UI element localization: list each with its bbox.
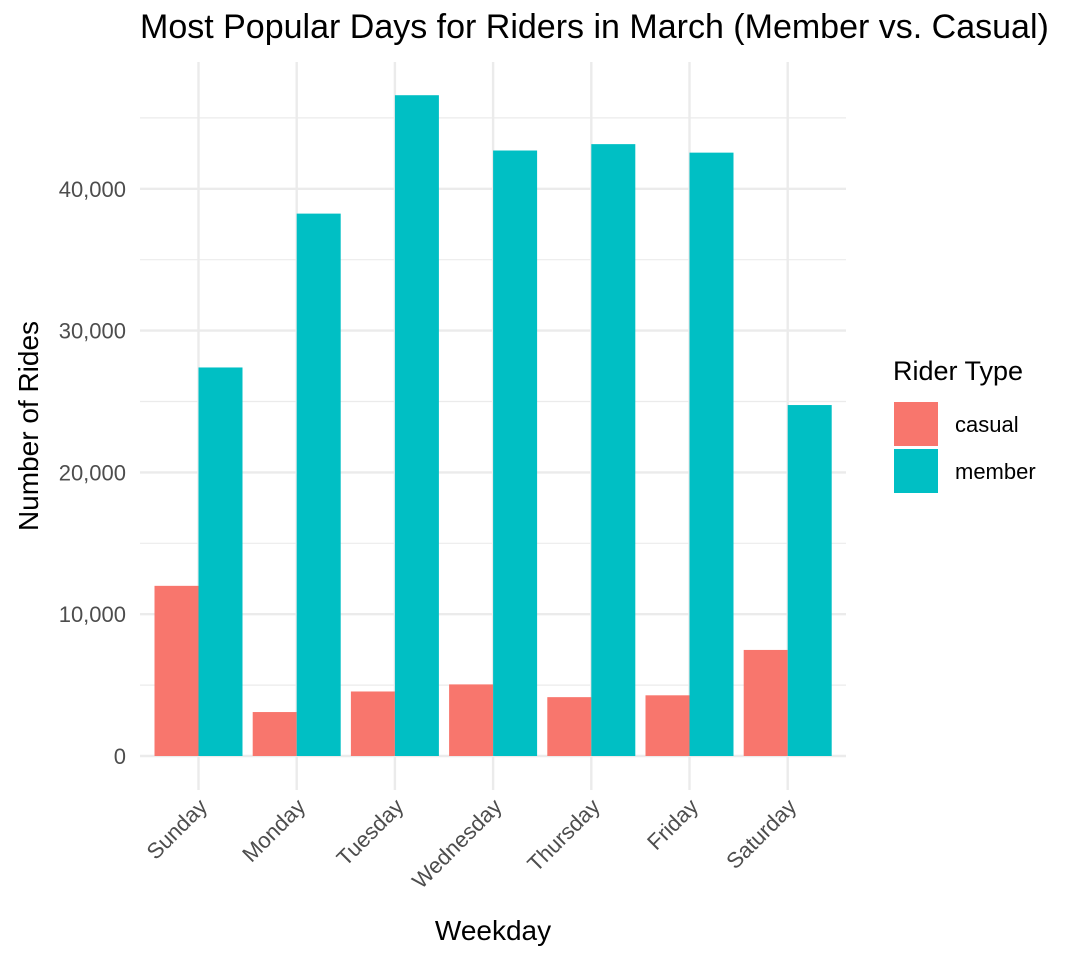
y-tick-label: 40,000 [59,177,126,202]
bar-casual-thursday [547,697,592,756]
bars [154,95,832,757]
y-tick-label: 20,000 [59,460,126,485]
bar-casual-friday [645,695,690,756]
bar-member-tuesday [394,95,439,757]
x-tick-label: Wednesday [407,794,507,894]
y-tick-label: 0 [114,744,126,769]
bar-casual-sunday [154,585,199,756]
x-tick-label: Tuesday [332,794,409,871]
legend-title: Rider Type [893,356,1023,386]
bar-member-friday [689,152,734,757]
bar-casual-tuesday [350,691,395,756]
bar-casual-monday [252,712,297,756]
x-tick-label: Friday [642,794,703,855]
legend: Rider Type casual member [893,356,1036,493]
y-tick-label: 30,000 [59,319,126,344]
legend-key-member [894,449,938,493]
x-axis-label: Weekday [435,915,551,946]
x-tick-label: Sunday [142,794,212,864]
legend-key-casual [894,402,938,446]
legend-label-casual: casual [955,412,1019,437]
bar-casual-saturday [743,649,788,756]
legend-label-member: member [955,459,1036,484]
x-tick-label: Monday [237,794,310,867]
y-axis-ticks: 0 10,000 20,000 30,000 40,000 [59,177,126,769]
bar-member-thursday [591,144,636,756]
bar-member-saturday [787,405,832,756]
x-tick-label: Thursday [522,794,605,877]
gridlines [140,62,846,790]
bar-member-sunday [198,367,243,756]
y-axis-label: Number of Rides [13,321,44,531]
bar-member-monday [296,213,341,757]
bar-casual-wednesday [449,684,494,756]
bar-member-wednesday [493,150,538,756]
chart-title: Most Popular Days for Riders in March (M… [140,8,1049,46]
x-tick-label: Saturday [721,794,801,874]
y-tick-label: 10,000 [59,602,126,627]
